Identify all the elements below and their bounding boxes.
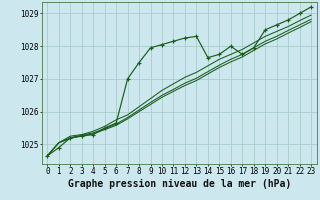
X-axis label: Graphe pression niveau de la mer (hPa): Graphe pression niveau de la mer (hPa) <box>68 179 291 189</box>
